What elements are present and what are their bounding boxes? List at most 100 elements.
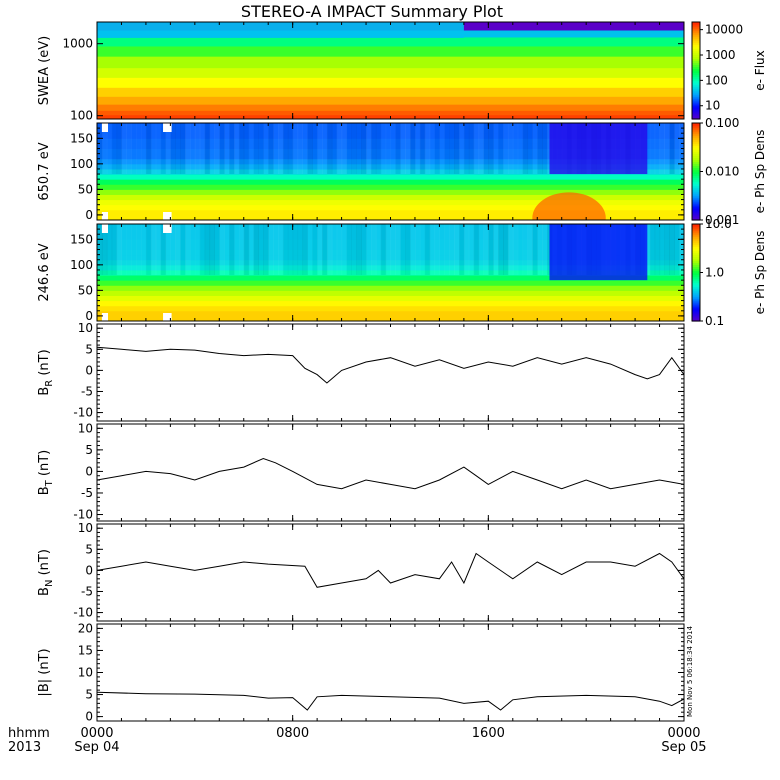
colorbar-segment (692, 304, 700, 308)
heatmap-striation (664, 123, 670, 175)
heatmap-striation (292, 123, 299, 175)
heatmap-band (97, 110, 684, 117)
colorbar-segment (692, 34, 700, 37)
heatmap-striation (478, 224, 485, 276)
heatmap-striation (326, 123, 333, 175)
heatmap-striation (297, 123, 304, 175)
y-tick-label: 10 (78, 521, 93, 535)
colorbar-segment (692, 316, 700, 320)
colorbar-segment (692, 264, 700, 268)
colorbar-segment (692, 88, 700, 92)
heatmap-striation (263, 224, 269, 276)
panel-4-plot-area (97, 346, 684, 384)
colorbar-segment (692, 52, 700, 55)
colorbar-segment (692, 64, 700, 68)
heatmap-striation (444, 224, 450, 276)
heatmap-striation (106, 224, 113, 276)
colorbar-segment (692, 278, 700, 282)
heatmap-striation (390, 123, 396, 175)
heatmap-band (97, 56, 684, 70)
colorbar-segment (692, 50, 700, 53)
colorbar-tick-label: 1000 (705, 48, 736, 62)
heatmap-striation (493, 224, 499, 276)
heatmap-striation (302, 224, 308, 276)
data-gap (163, 123, 172, 132)
heatmap-striation (356, 224, 362, 276)
colorbar-segment (692, 112, 700, 116)
panel-4: -10 -5 0 5 10 BR (nT) (37, 321, 685, 422)
colorbar-label: e- Flux (753, 50, 767, 90)
heatmap-striation (155, 123, 162, 175)
colorbar-segment (692, 203, 700, 207)
heatmap-striation (473, 224, 480, 276)
colorbar-segment (692, 114, 700, 118)
heatmap-striation (346, 123, 352, 175)
panel-3: 0.1 1.0 10.0 e- Ph Sp Dens 0 50 100 150 246.6 eV (37, 217, 767, 328)
colorbar-tick-label: 0.100 (705, 116, 739, 130)
heatmap-striation (219, 224, 225, 276)
colorbar-segment (692, 165, 700, 169)
heatmap-striation (229, 123, 235, 175)
heatmap-striation (170, 224, 176, 276)
heatmap-band (97, 243, 684, 251)
colorbar-segment (692, 197, 700, 201)
colorbar-segment (692, 181, 700, 185)
colorbar-segment (692, 145, 700, 148)
y-tick-label: 50 (78, 182, 93, 196)
heatmap-striation (331, 123, 338, 175)
heatmap-striation (473, 123, 480, 175)
heatmap-striation (111, 123, 118, 175)
heatmap-striation (199, 123, 206, 175)
colorbar-segment (692, 290, 700, 294)
colorbar-segment (692, 187, 700, 191)
heatmap-band (97, 142, 684, 150)
heatmap-striation (180, 224, 186, 276)
data-gap (163, 224, 172, 233)
heatmap-striation (483, 123, 489, 175)
heatmap-enhancement (532, 192, 606, 220)
heatmap-striation (194, 224, 201, 276)
y-tick-label: -5 (81, 584, 93, 598)
heatmap-striation (233, 123, 240, 175)
colorbar-segment (692, 28, 700, 31)
heatmap-striation (522, 224, 529, 276)
colorbar-segment (692, 48, 700, 51)
heatmap-striation (458, 123, 465, 175)
heatmap-striation (644, 224, 651, 276)
colorbar-segment (692, 246, 700, 249)
heatmap-striation (375, 224, 382, 276)
colorbar-tick-label: 0.001 (705, 213, 739, 227)
colorbar-segment (692, 66, 700, 70)
colorbar-segment (692, 294, 700, 298)
heatmap-band (97, 300, 684, 307)
colorbar-segment (692, 70, 700, 74)
colorbar-tick-label: 10.0 (705, 217, 732, 231)
heatmap-band (97, 238, 684, 245)
heatmap-striation (185, 224, 191, 276)
heatmap-striation (136, 123, 142, 175)
panel-2-ylabel: 650.7 eV (37, 142, 52, 200)
heatmap-striation (449, 123, 455, 175)
colorbar-segment (692, 26, 700, 29)
heatmap-striation (287, 224, 294, 276)
colorbar-segment (692, 143, 700, 146)
heatmap-striation (498, 224, 504, 276)
panel-4-ylabel: BR (nT) (37, 349, 55, 395)
heatmap-striation (229, 224, 235, 276)
data-gap (101, 212, 109, 220)
heatmap-striation (263, 123, 269, 175)
heatmap-striation (414, 224, 421, 276)
heatmap-striation (424, 123, 431, 175)
colorbar-segment (692, 86, 700, 90)
heatmap-striation (542, 224, 548, 276)
heatmap-striation (400, 224, 406, 276)
colorbar-segment (692, 314, 700, 318)
heatmap-band (97, 310, 684, 317)
colorbar-segment (692, 106, 700, 110)
panel-1-ylabel: SWEA (eV) (37, 36, 52, 105)
panel-frame (96, 523, 685, 622)
colorbar-segment (692, 102, 700, 106)
heatmap-striation (405, 224, 411, 276)
